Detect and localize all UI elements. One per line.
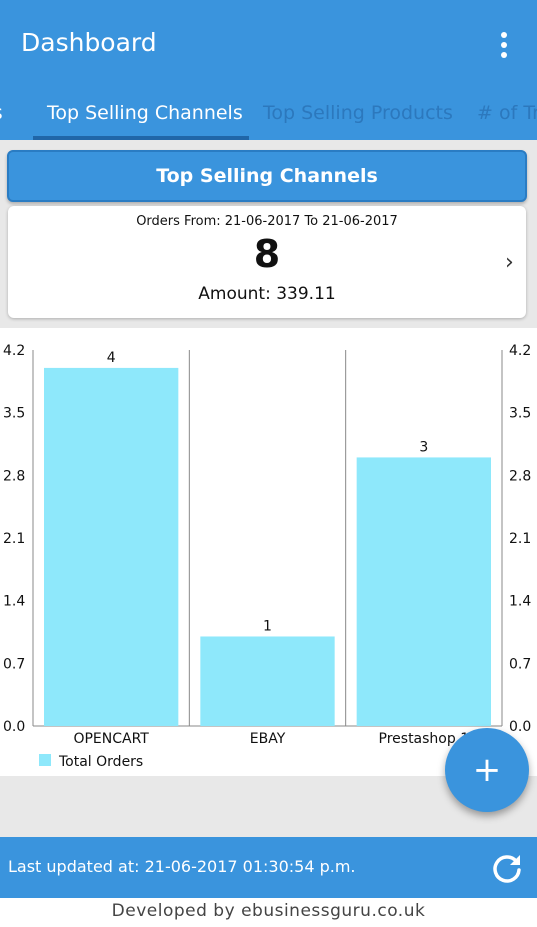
y-axis-tick-right: 3.5: [509, 406, 531, 422]
app-bar: Dashboard: [0, 0, 537, 88]
chart-canvas: 0.0 0.0 0.7 0.7 1.4 1.4 2.1 2.1 2.8 2.8 3.5 3.5 4.2 4…: [3, 343, 531, 770]
active-tab-indicator: [33, 136, 249, 140]
chart-category-label: EBAY: [250, 731, 286, 747]
menu-dot: [501, 42, 507, 48]
y-axis-tick-right: 2.8: [509, 468, 531, 484]
orders-date-range: Orders From: 21-06-2017 To 21-06-2017: [136, 214, 398, 229]
y-axis-tick-left: 3.5: [3, 406, 25, 422]
plus-icon: +: [472, 750, 502, 790]
tab-previous[interactable]: rs: [0, 102, 3, 124]
summary-section: Top Selling Channels Orders From: 21-06-…: [0, 140, 537, 328]
developer-credit: Developed by ebusinessguru.co.uk: [0, 898, 537, 927]
add-button[interactable]: +: [445, 728, 529, 812]
tab-top-selling-products[interactable]: Top Selling Products: [263, 102, 453, 124]
summary-card[interactable]: Orders From: 21-06-2017 To 21-06-2017 8 …: [8, 206, 526, 318]
y-axis-tick-left: 2.1: [3, 531, 25, 547]
bar-chart: 0.0 0.0 0.7 0.7 1.4 1.4 2.1 2.1 2.8 2.8 3.5 3.5 4.2 4…: [0, 328, 537, 776]
last-updated-text: Last updated at: 21-06-2017 01:30:54 p.m…: [8, 857, 356, 876]
chart-bar: [356, 457, 491, 726]
chart-data-label: 1: [263, 618, 272, 634]
y-axis-tick-left: 1.4: [3, 594, 25, 610]
chart-category-label: OPENCART: [73, 731, 149, 747]
y-axis-tick-right: 0.7: [509, 656, 531, 672]
y-axis-tick-left: 0.7: [3, 656, 25, 672]
chevron-right-icon[interactable]: ›: [505, 250, 514, 275]
chart-category-label: Prestashop 1: [379, 731, 470, 747]
app-title: Dashboard: [21, 28, 157, 57]
summary-header-button[interactable]: Top Selling Channels: [7, 150, 527, 202]
tab-number-of-transactions[interactable]: # of Tr: [477, 102, 537, 124]
chart-bar: [200, 636, 335, 726]
tab-top-selling-channels[interactable]: Top Selling Channels: [47, 102, 243, 124]
chart-bar: [44, 367, 179, 726]
orders-count: 8: [253, 232, 281, 276]
status-bar: Last updated at: 21-06-2017 01:30:54 p.m…: [0, 837, 537, 898]
y-axis-tick-left: 4.2: [3, 343, 25, 359]
tab-bar: rs Top Selling Channels Top Selling Prod…: [0, 88, 537, 140]
menu-dot: [501, 32, 507, 38]
refresh-icon[interactable]: [489, 850, 525, 886]
legend-swatch: [39, 754, 51, 766]
y-axis-tick-right: 4.2: [509, 343, 531, 359]
y-axis-tick-left: 0.0: [3, 719, 25, 735]
y-axis-tick-right: 0.0: [509, 719, 531, 735]
orders-amount: Amount: 339.11: [198, 284, 336, 304]
chart-data-label: 4: [107, 350, 116, 366]
menu-dot: [501, 52, 507, 58]
y-axis-tick-right: 2.1: [509, 531, 531, 547]
y-axis-tick-right: 1.4: [509, 594, 531, 610]
y-axis-tick-left: 2.8: [3, 468, 25, 484]
more-vertical-icon[interactable]: [488, 28, 520, 62]
chart-data-label: 3: [419, 439, 428, 455]
legend-label: Total Orders: [58, 754, 143, 770]
